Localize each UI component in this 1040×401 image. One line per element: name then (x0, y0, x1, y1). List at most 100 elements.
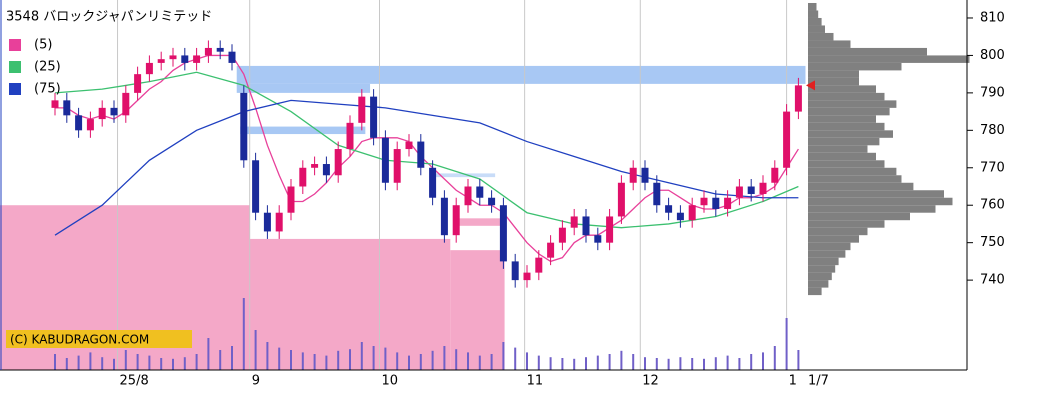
candle-body (193, 55, 201, 63)
y-tick-label: 740 (980, 273, 1005, 288)
profile-bar (808, 182, 914, 191)
candle-body (216, 47, 224, 52)
profile-bar (808, 115, 876, 123)
x-tick-label: 10 (382, 374, 399, 389)
candle-body (570, 216, 578, 228)
profile-bar (808, 265, 836, 273)
candle-body (334, 149, 342, 176)
candle-body (429, 167, 437, 198)
candle-body (511, 261, 519, 281)
candle-body (393, 149, 401, 183)
candle-body (370, 96, 378, 138)
plot (0, 0, 970, 370)
candle-body (606, 216, 614, 243)
profile-bar (808, 205, 936, 213)
candle-body (263, 212, 271, 232)
y-tick-label: 760 (980, 198, 1005, 213)
x-tick-label: 9 (252, 374, 260, 389)
candle-body (712, 197, 720, 209)
candle-body (558, 227, 566, 243)
candle-body (499, 205, 507, 262)
candle-body (311, 164, 319, 168)
candle-body (181, 55, 189, 63)
x-tick-label: 12 (642, 374, 659, 389)
candle-body (724, 197, 732, 209)
zone (249, 238, 451, 370)
candle-body (759, 182, 767, 194)
y-tick-label: 810 (980, 10, 1005, 25)
candle-body (134, 74, 142, 93)
candle-body (122, 92, 130, 116)
candle-body (228, 51, 236, 63)
profile-bar (808, 175, 902, 183)
profile-bar (808, 62, 902, 71)
candle-body (547, 242, 555, 258)
candle-body (346, 122, 354, 150)
profile-bar (808, 190, 944, 198)
profile-bar (808, 32, 834, 41)
candle-body (735, 186, 743, 198)
candle-body (783, 111, 791, 168)
candle-body (86, 119, 94, 131)
profile-bar (808, 2, 817, 11)
zone (236, 83, 371, 93)
profile-bar (808, 145, 868, 153)
candle-body (700, 197, 708, 206)
candle-body (617, 182, 625, 217)
profile-bar (808, 55, 970, 63)
x-tick-label: 25/8 (120, 374, 149, 389)
profile-bar (808, 10, 819, 18)
profile-bar (808, 257, 839, 266)
candle-body (75, 115, 83, 131)
profile-bar (808, 272, 832, 281)
profile-bar (808, 152, 876, 161)
y-tick-label: 780 (980, 123, 1005, 138)
zone (236, 65, 806, 84)
last-price-marker (806, 80, 815, 91)
profile-bar (808, 47, 927, 56)
profile-bar (808, 77, 859, 86)
candle-body (381, 137, 389, 183)
y-tick-label: 800 (980, 48, 1005, 63)
candle-body (452, 205, 460, 236)
candle-body (322, 164, 330, 176)
profile-bar (808, 287, 822, 296)
profile-bar (808, 197, 953, 206)
y-tick-label: 750 (980, 235, 1005, 250)
profile-bar (808, 220, 885, 228)
x-tick-label: 1 (789, 374, 797, 389)
candle-body (169, 55, 177, 60)
zone (450, 250, 505, 370)
profile-bar (808, 25, 825, 33)
zone (456, 218, 503, 226)
candle-body (688, 205, 696, 221)
watermark-box (6, 330, 192, 348)
candle-body (157, 59, 165, 63)
profile-bar (808, 70, 859, 78)
legend-swatch (9, 39, 21, 51)
candle-body (98, 107, 106, 120)
profile-bar (808, 130, 893, 138)
candle-body (417, 141, 425, 168)
candle-body (629, 167, 637, 183)
candle-body (110, 107, 118, 116)
candle-body (440, 197, 448, 236)
candle-body (358, 96, 366, 123)
candle-body (488, 197, 496, 206)
candle-body (771, 167, 779, 183)
profile-bar (808, 85, 876, 93)
watermark: (C) KABUDRAGON.COM (10, 333, 149, 347)
zone (430, 173, 496, 178)
candle-body (747, 186, 755, 194)
candle-body (464, 186, 472, 206)
legend-swatch (9, 61, 21, 73)
ma-line (54, 99, 799, 236)
profile-bar (808, 227, 868, 236)
legend-label: (5) (34, 38, 52, 53)
candle-body (240, 92, 248, 161)
candle-body (665, 205, 673, 213)
candle-body (523, 272, 531, 281)
profile-bar (808, 160, 885, 168)
candle-body (641, 167, 649, 183)
